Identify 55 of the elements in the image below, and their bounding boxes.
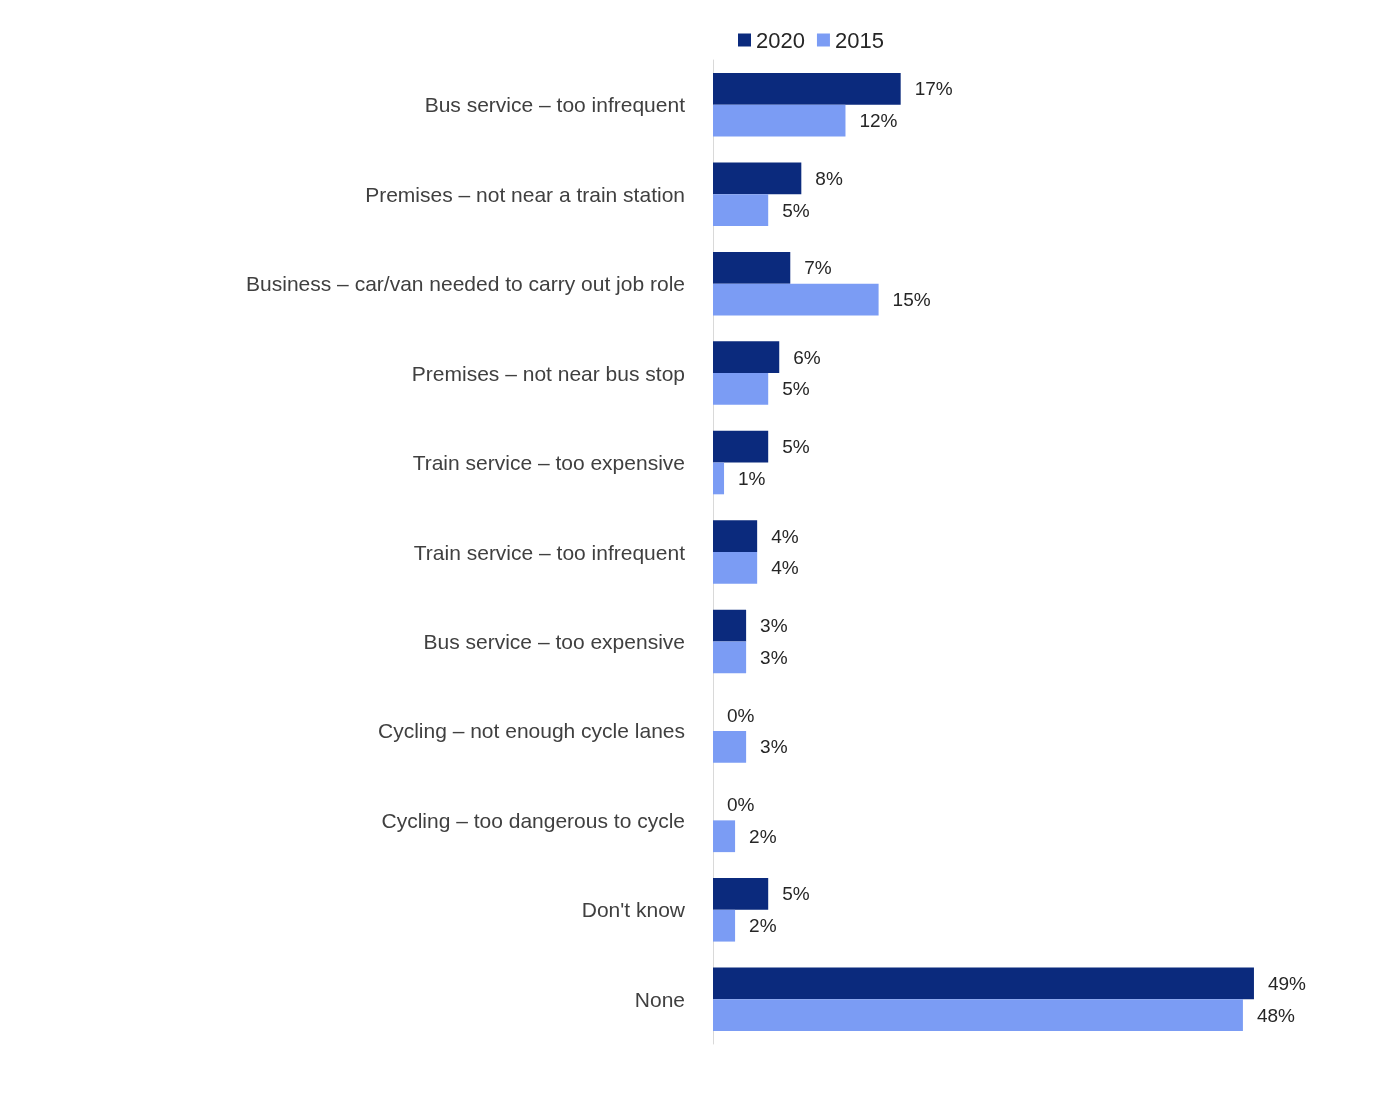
data-label: 2% xyxy=(749,825,777,847)
bar xyxy=(713,72,901,105)
bar xyxy=(713,999,1243,1032)
bar xyxy=(713,341,780,374)
data-label: 7% xyxy=(804,257,832,279)
bar xyxy=(713,162,802,195)
data-label: 3% xyxy=(760,736,788,758)
y-tick-label: Train service – too infrequent xyxy=(413,540,686,564)
data-label: 2% xyxy=(749,915,777,937)
bar xyxy=(713,373,769,405)
bar xyxy=(713,909,736,942)
y-tick-label: Bus service – too infrequent xyxy=(424,93,686,117)
data-label: 12% xyxy=(859,110,898,132)
data-label: 5% xyxy=(782,883,810,905)
y-tick-label: None xyxy=(634,987,685,1011)
data-label: 0% xyxy=(727,704,755,726)
bar xyxy=(713,641,747,674)
data-label: 4% xyxy=(771,557,799,579)
data-label: 6% xyxy=(793,346,821,368)
y-tick-label: Bus service – too expensive xyxy=(423,629,685,653)
y-tick-label: Premises – not near bus stop xyxy=(411,361,685,385)
data-label: 5% xyxy=(782,199,810,221)
bar xyxy=(713,283,879,316)
legend-label: 2015 xyxy=(834,27,884,53)
data-label: 17% xyxy=(914,78,953,100)
bar xyxy=(713,552,758,584)
data-label: 8% xyxy=(815,167,843,189)
y-tick-label: Don't know xyxy=(581,898,686,922)
bar xyxy=(713,609,747,642)
y-tick-label: Premises – not near a train station xyxy=(365,182,685,206)
data-label: 4% xyxy=(771,525,799,547)
data-label: 5% xyxy=(782,378,810,400)
data-label: 48% xyxy=(1256,1004,1296,1026)
data-label: 49% xyxy=(1267,972,1307,994)
legend-label: 2020 xyxy=(756,27,805,53)
bar xyxy=(713,967,1254,1000)
bar xyxy=(713,194,769,226)
data-label: 3% xyxy=(760,646,788,668)
data-label: 0% xyxy=(727,793,755,815)
y-tick-label: Train service – too expensive xyxy=(412,451,685,475)
bar xyxy=(713,104,846,137)
bar xyxy=(713,430,769,463)
y-tick-label: Cycling – too dangerous to cycle xyxy=(381,808,685,832)
data-label: 5% xyxy=(782,436,810,458)
y-tick-label: Business – car/van needed to carry out job role xyxy=(246,272,685,296)
data-label: 3% xyxy=(760,615,788,637)
bar xyxy=(713,462,725,495)
data-label: 1% xyxy=(738,467,766,489)
bar xyxy=(713,878,769,910)
bar xyxy=(713,520,758,552)
data-label: 15% xyxy=(892,289,931,311)
bar xyxy=(713,251,791,284)
bar xyxy=(713,820,736,853)
bar xyxy=(713,730,747,763)
y-tick-label: Cycling – not enough cycle lanes xyxy=(377,719,685,743)
